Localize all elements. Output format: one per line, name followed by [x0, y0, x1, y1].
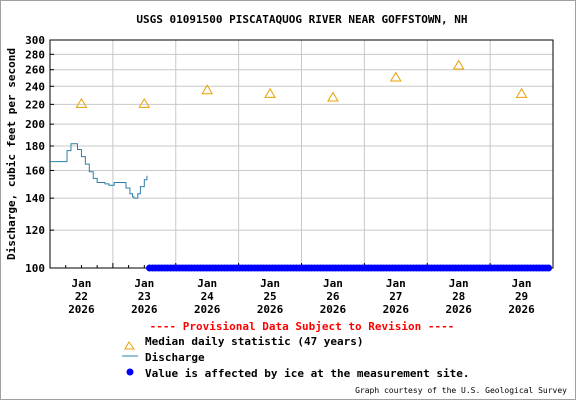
- x-tick-month: Jan: [260, 277, 280, 290]
- x-tick-day: 24: [201, 290, 215, 303]
- x-tick-year: 2026: [194, 303, 221, 316]
- legend: Median daily statistic (47 years) Discha…: [122, 335, 470, 380]
- x-tick-month: Jan: [197, 277, 217, 290]
- y-tick-label: 300: [25, 34, 45, 47]
- y-tick-label: 100: [25, 262, 45, 275]
- x-tick-month: Jan: [134, 277, 154, 290]
- chart-title: USGS 01091500 PISCATAQUOG RIVER NEAR GOF…: [136, 13, 467, 26]
- x-tick-month: Jan: [72, 277, 92, 290]
- y-tick-label: 180: [25, 140, 45, 153]
- median-triangle-marker: [327, 91, 339, 102]
- x-tick-month: Jan: [386, 277, 406, 290]
- x-tick-year: 2026: [257, 303, 284, 316]
- median-triangle-marker: [201, 84, 214, 95]
- x-tick-day: 29: [515, 290, 528, 303]
- median-triangle-marker: [75, 97, 88, 108]
- y-tick-label: 120: [25, 224, 45, 237]
- discharge-line: [50, 143, 148, 199]
- x-tick-day: 25: [263, 290, 276, 303]
- y-tick-label: 280: [25, 48, 45, 61]
- ice-affected-dot: [545, 264, 553, 272]
- x-tick-month: Jan: [323, 277, 343, 290]
- median-triangle-marker: [138, 97, 151, 108]
- legend-ice-label: Value is affected by ice at the measurem…: [145, 367, 470, 380]
- median-triangle-marker: [452, 59, 465, 70]
- x-tick-day: 28: [452, 290, 465, 303]
- x-tick-month: Jan: [512, 277, 532, 290]
- y-tick-label: 260: [25, 64, 45, 77]
- x-tick-year: 2026: [508, 303, 535, 316]
- series-layer: [50, 59, 553, 272]
- y-axis-label: Discharge, cubic feet per second: [5, 48, 18, 260]
- x-tick-year: 2026: [68, 303, 95, 316]
- x-tick-day: 23: [138, 290, 151, 303]
- x-tick-year: 2026: [383, 303, 410, 316]
- x-tick-labels: Jan222026Jan232026Jan242026Jan252026Jan2…: [68, 277, 535, 316]
- median-triangle-marker: [389, 71, 402, 82]
- x-tick-day: 27: [389, 290, 402, 303]
- median-triangle-marker: [264, 87, 276, 98]
- x-tick-day: 26: [326, 290, 340, 303]
- y-tick-label: 240: [25, 80, 45, 93]
- y-tick-label: 220: [25, 98, 45, 111]
- x-tick-year: 2026: [131, 303, 158, 316]
- legend-triangle-icon: [124, 341, 135, 350]
- legend-median-label: Median daily statistic (47 years): [145, 335, 364, 348]
- y-tick-label: 160: [25, 164, 45, 177]
- y-tick-label: 140: [25, 192, 45, 205]
- x-tick-year: 2026: [320, 303, 347, 316]
- usgs-credit: Graph courtesy of the U.S. Geological Su…: [355, 386, 567, 395]
- x-tick-month: Jan: [449, 277, 469, 290]
- x-tick-day: 22: [75, 290, 88, 303]
- legend-discharge-label: Discharge: [145, 351, 205, 364]
- grid-lines: [50, 40, 553, 268]
- x-tick-year: 2026: [445, 303, 472, 316]
- y-tick-label: 200: [25, 118, 45, 131]
- provisional-note: ---- Provisional Data Subject to Revisio…: [150, 320, 455, 333]
- legend-dot-icon: [126, 368, 134, 376]
- median-triangle-marker: [515, 87, 528, 98]
